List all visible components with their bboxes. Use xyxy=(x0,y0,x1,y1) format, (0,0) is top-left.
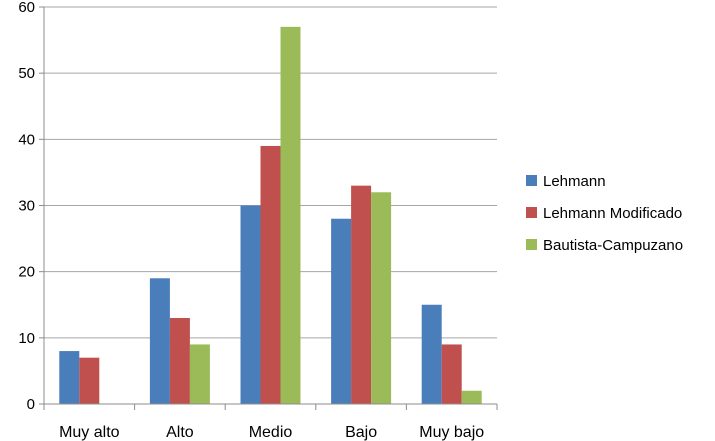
x-axis: Muy alto Alto Medio Bajo Muy bajo xyxy=(43,7,498,441)
x-category-label: Bajo xyxy=(345,424,377,441)
legend-label: Lehmann Modificado xyxy=(543,205,682,222)
y-tick-label: 40 xyxy=(18,131,35,148)
bar-lehmann-modificado-0 xyxy=(79,357,100,404)
bar-lehmann-4 xyxy=(421,304,442,404)
bar-lehmann-2 xyxy=(240,205,261,404)
y-tick-label: 10 xyxy=(18,330,35,347)
bar-lehmann-0 xyxy=(59,351,80,404)
bar-lehmann-modificado-2 xyxy=(260,145,281,404)
legend-label: Lehmann xyxy=(543,173,606,190)
y-tick-label: 50 xyxy=(18,65,35,82)
legend-swatch xyxy=(526,207,537,218)
x-category-label: Alto xyxy=(166,424,194,441)
bar-lehmann-3 xyxy=(331,218,352,404)
legend: Lehmann Lehmann Modificado Bautista-Campuz… xyxy=(526,173,683,254)
bar-lehmann-modificado-1 xyxy=(169,317,190,404)
y-tick-label: 0 xyxy=(27,396,35,413)
bar-bautista-campuzano-1 xyxy=(189,344,210,404)
bar-lehmann-modificado-4 xyxy=(441,344,462,404)
x-category-label: Muy alto xyxy=(59,424,120,441)
bar-lehmann-1 xyxy=(149,278,170,404)
bars xyxy=(59,26,482,404)
y-axis-ticks: 0 10 20 30 40 50 60 xyxy=(18,0,44,413)
legend-swatch xyxy=(526,175,537,186)
x-category-label: Muy bajo xyxy=(419,424,484,441)
y-tick-label: 60 xyxy=(18,0,35,16)
legend-swatch xyxy=(526,239,537,250)
bar-bautista-campuzano-2 xyxy=(280,26,301,404)
y-tick-label: 30 xyxy=(18,198,35,215)
bar-lehmann-modificado-3 xyxy=(351,185,372,404)
legend-label: Bautista-Campuzano xyxy=(543,237,683,254)
bar-bautista-campuzano-4 xyxy=(461,390,482,404)
y-tick-label: 20 xyxy=(18,264,35,281)
bar-bautista-campuzano-3 xyxy=(371,192,392,404)
x-category-label: Medio xyxy=(249,424,293,441)
